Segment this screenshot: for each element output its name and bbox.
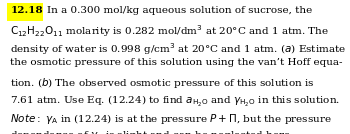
- Text: $\mathit{Note:}$ $\gamma_\mathrm{A}$ in (12.24) is at the pressure $P + \Pi$, bu: $\mathit{Note:}$ $\gamma_\mathrm{A}$ in …: [10, 112, 332, 126]
- FancyBboxPatch shape: [7, 3, 43, 21]
- Text: dependence of $\gamma_\mathrm{A}$ is slight and can be neglected here.: dependence of $\gamma_\mathrm{A}$ is sli…: [10, 129, 294, 134]
- Text: the osmotic pressure of this solution using the van’t Hoff equa-: the osmotic pressure of this solution us…: [10, 58, 343, 67]
- Text: 7.61 atm. Use Eq. (12.24) to find $a_{\mathrm{H_2O}}$ and $\gamma_{\mathrm{H_2O}: 7.61 atm. Use Eq. (12.24) to find $a_{\m…: [10, 94, 341, 109]
- Text: In a 0.300 mol/kg aqueous solution of sucrose, the: In a 0.300 mol/kg aqueous solution of su…: [47, 6, 312, 15]
- Text: density of water is 0.998 g/cm$^3$ at 20°C and 1 atm. ($a$) Estimate: density of water is 0.998 g/cm$^3$ at 20…: [10, 41, 346, 57]
- Text: tion. ($b$) The observed osmotic pressure of this solution is: tion. ($b$) The observed osmotic pressur…: [10, 76, 315, 90]
- Text: $\mathrm{C_{12}H_{22}O_{11}}$ molarity is 0.282 mol/dm$^3$ at 20°C and 1 atm. Th: $\mathrm{C_{12}H_{22}O_{11}}$ molarity i…: [10, 23, 329, 39]
- Text: 12.18: 12.18: [11, 6, 44, 15]
